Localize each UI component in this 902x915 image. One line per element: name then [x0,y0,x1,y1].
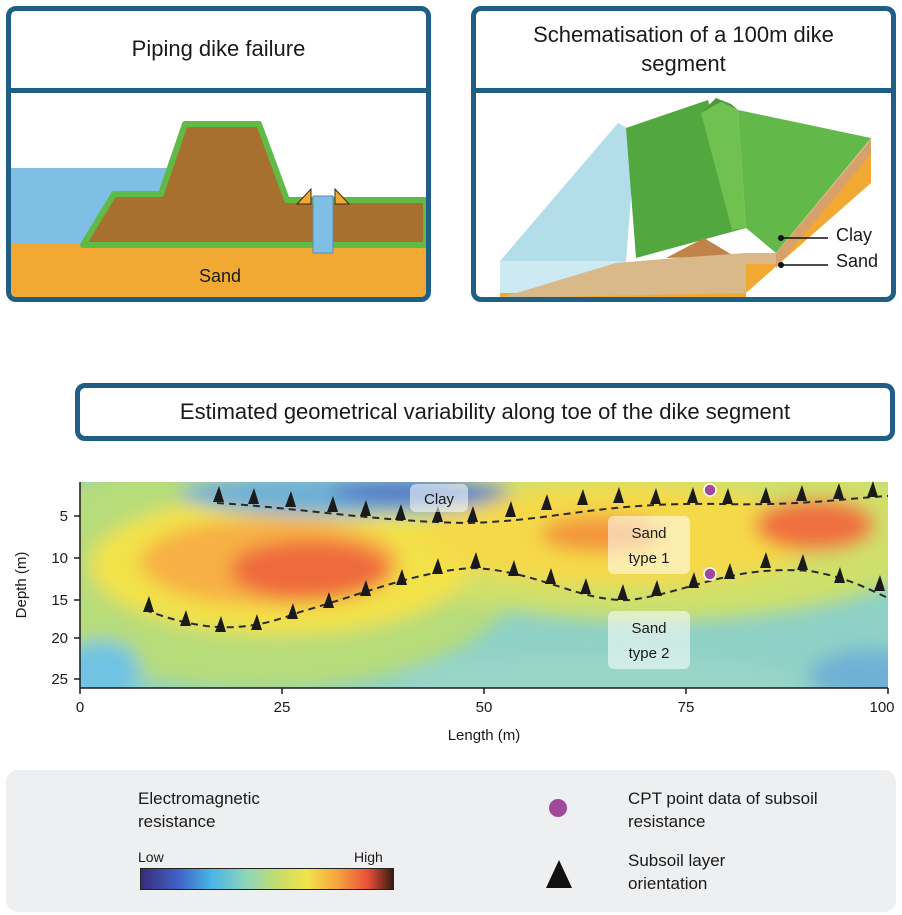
clay-marker [778,235,784,241]
pipe-channel [312,195,334,254]
x-tick-label: 0 [76,699,84,716]
sand1-label-line1: Sand [631,525,666,542]
y-axis-label: Depth (m) [13,552,30,619]
orientation-legend-icon [546,860,572,888]
sand2-label-line2: type 2 [629,645,670,662]
block-side-clay [776,140,871,268]
y-tick-label: 10 [51,550,68,567]
dike-crown [701,98,738,113]
resistance-colorbar [140,868,394,890]
water-box-top [500,123,636,261]
land-grass [738,110,871,253]
piping-sand-label: Sand [199,266,242,286]
foreshore [503,253,746,297]
sand-boundary [144,566,889,629]
y-tick-label: 5 [60,508,68,525]
legend-high-label: High [354,849,383,865]
piping-panel-title: Piping dike failure [11,11,426,93]
sand-layer [11,243,426,297]
x-axis-label: Length (m) [448,727,521,744]
y-tick-label: 15 [51,592,68,609]
legend-em-title: Electromagnetic resistance [138,789,260,831]
sand-marker [778,262,784,268]
section-banner: Estimated geometrical variability along … [75,383,895,441]
legend-box: Electromagnetic resistance Low High CPT … [6,770,896,912]
y-axis-ticks [74,515,80,680]
orientation-markers [143,481,885,632]
block-side [746,148,871,293]
y-tick-label: 25 [51,671,68,688]
schema-panel-title: Schematisation of a 100m dike segment [476,11,891,93]
dike-cross-section [666,238,734,258]
clay-boundary [216,495,889,525]
piping-panel: Piping dike failure Sand [6,6,431,302]
schema-clay-label: Clay [836,225,873,245]
piping-illustration [11,121,426,297]
legend-cpt-label: CPT point data of subsoil resistance [628,789,818,831]
x-tick-label: 75 [678,699,695,716]
y-tick-label: 20 [51,630,68,647]
x-tick-label: 50 [476,699,493,716]
cpt-point [703,483,717,497]
x-axis-ticks [79,688,889,694]
x-tick-label: 25 [274,699,291,716]
cross-section-plot: Clay Sand type 1 Sand type 2 0 25 50 75 … [13,481,895,744]
legend-low-label: Low [138,849,164,865]
sand1-label-box [608,516,690,574]
sand-boil-left [295,187,312,205]
cpt-legend-icon [549,799,567,817]
schema-sand-label: Sand [836,251,879,271]
schema-illustration [500,98,871,297]
resistance-field [80,482,888,688]
legend-orientation-label: Subsoil layer orientation [628,851,726,893]
sand2-label-box [608,611,690,669]
dike-body [80,121,426,248]
sand-boil-right [334,187,351,205]
clay-label: Clay [424,491,455,508]
clay-label-box [410,484,468,512]
sand1-label-line2: type 1 [629,550,670,567]
cpt-point [703,567,717,581]
schema-panel: Schematisation of a 100m dike segment Cl… [471,6,896,302]
dike-crest [701,102,746,230]
x-tick-label: 100 [869,699,894,716]
sand2-label-line1: Sand [631,620,666,637]
